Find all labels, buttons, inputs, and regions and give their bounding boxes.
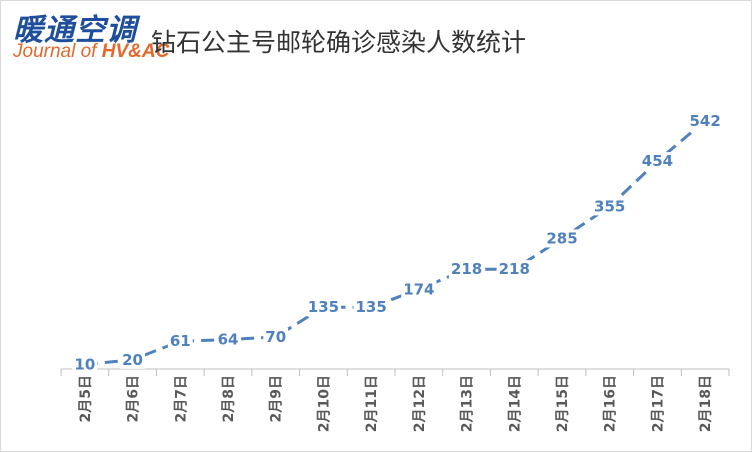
data-label: 542: [689, 112, 720, 130]
data-label: 10: [74, 355, 95, 373]
x-tick-label: 2月11日: [364, 375, 380, 432]
data-label-background: [687, 111, 723, 130]
data-label-background: [120, 350, 146, 369]
data-label-background: [639, 152, 676, 171]
x-tick-label: 2月15日: [555, 375, 571, 432]
data-label-background: [401, 280, 437, 299]
x-tick-label: 2月17日: [650, 375, 666, 432]
data-label: 174: [403, 280, 434, 298]
chart-title: 钻石公主号邮轮确诊感染人数统计: [151, 28, 527, 57]
data-label: 64: [218, 331, 239, 349]
data-label-background: [305, 298, 342, 317]
data-label-background: [353, 298, 389, 317]
data-label: 70: [265, 328, 286, 346]
x-tick-label: 2月10日: [316, 375, 332, 432]
series-line: [84, 119, 707, 366]
data-label: 135: [355, 298, 386, 316]
x-tick-label: 2月6日: [126, 375, 142, 422]
x-tick-label: 2月8日: [221, 375, 237, 422]
logo-english-text: Journal of HV&AC: [13, 41, 169, 63]
logo-chinese-text: 暖通空调: [13, 13, 137, 48]
logo-english-brand: HV&AC: [101, 41, 170, 62]
data-label-background: [263, 327, 289, 346]
data-label: 135: [308, 298, 339, 316]
data-label: 218: [499, 260, 530, 278]
data-label-background: [72, 355, 98, 374]
data-label: 218: [451, 260, 482, 278]
data-label: 285: [546, 229, 577, 247]
x-tick-label: 2月7日: [173, 375, 189, 422]
data-label: 20: [122, 351, 143, 369]
data-label: 355: [594, 197, 625, 215]
x-tick-label: 2月12日: [412, 375, 428, 432]
journal-logo: 暖通空调 Journal of HV&AC: [11, 5, 211, 69]
data-label-background: [448, 260, 485, 279]
data-label: 61: [170, 332, 191, 350]
x-tick-label: 2月14日: [507, 375, 523, 432]
data-label-background: [167, 332, 193, 351]
x-tick-label: 2月13日: [460, 375, 476, 432]
x-tick-label: 2月5日: [78, 375, 94, 422]
data-label-background: [496, 260, 532, 279]
data-label-background: [592, 197, 628, 216]
data-label-background: [544, 229, 580, 248]
data-label: 454: [642, 152, 673, 170]
x-tick-label: 2月9日: [269, 375, 285, 422]
data-label-background: [215, 330, 241, 349]
x-tick-label: 2月16日: [603, 375, 619, 432]
x-tick-label: 2月18日: [698, 375, 714, 432]
logo-english-prefix: Journal of: [13, 41, 102, 62]
